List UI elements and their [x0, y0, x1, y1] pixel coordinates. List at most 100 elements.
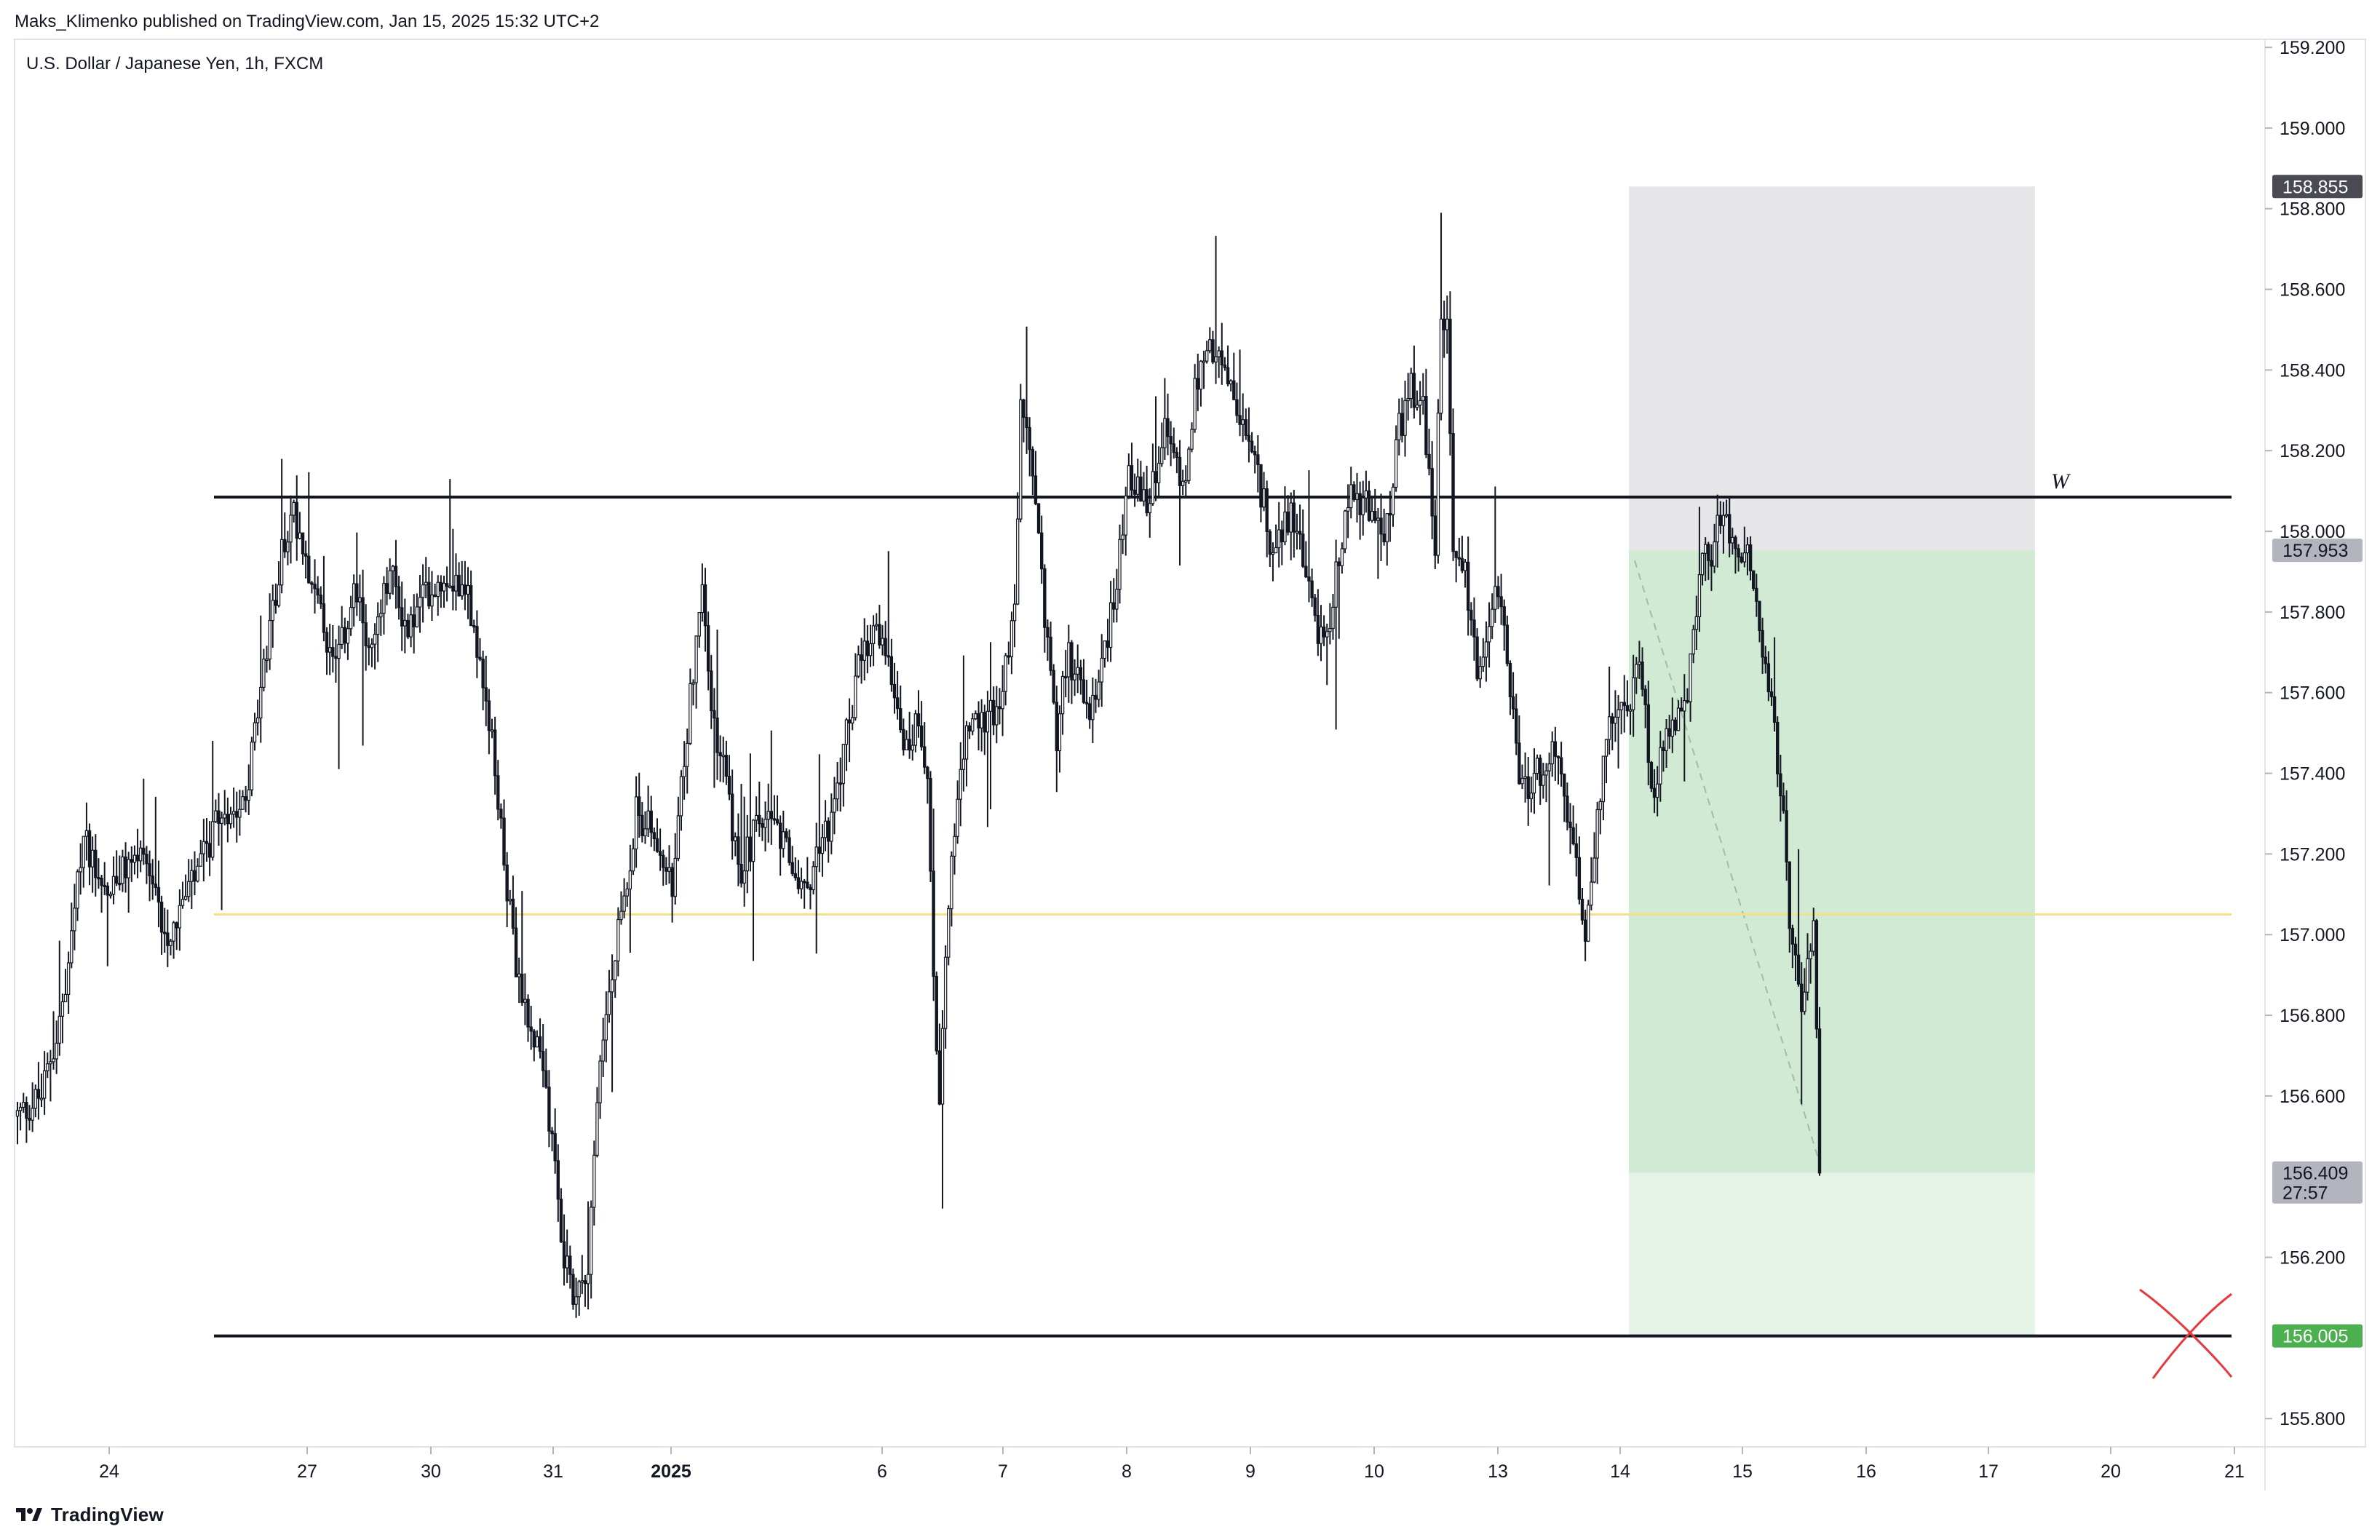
candle — [94, 834, 98, 897]
candle — [769, 730, 773, 845]
candle — [943, 945, 948, 1049]
candle — [1526, 757, 1530, 826]
candle — [1619, 702, 1623, 734]
candle — [1631, 654, 1635, 737]
candle — [25, 1096, 28, 1143]
candle — [1487, 602, 1491, 668]
candle — [1012, 584, 1017, 648]
candle — [553, 1108, 557, 1174]
candle — [391, 565, 395, 595]
y-tick-label: 158.200 — [2280, 441, 2345, 461]
candle — [676, 796, 681, 862]
candle — [823, 800, 828, 852]
candle — [307, 472, 311, 584]
candle — [1806, 933, 1809, 1001]
candle — [568, 1245, 572, 1289]
candle — [469, 570, 473, 627]
candle — [1761, 617, 1764, 674]
candle — [995, 686, 999, 744]
candle — [421, 564, 425, 623]
candle — [565, 1229, 569, 1283]
candle — [691, 679, 695, 706]
x-tick-label: 27 — [297, 1461, 317, 1482]
candle — [514, 907, 518, 977]
candle — [812, 861, 815, 894]
remaining-target-zone — [1629, 1172, 2035, 1336]
candle — [183, 874, 188, 901]
candle — [148, 850, 151, 902]
candle — [550, 1127, 554, 1151]
candle — [1091, 677, 1095, 744]
candle — [854, 653, 857, 721]
candle — [424, 557, 428, 599]
candle — [1553, 726, 1558, 781]
candle — [929, 771, 932, 883]
candle — [250, 737, 254, 797]
candle — [778, 815, 782, 876]
candle — [1007, 641, 1010, 665]
candle — [15, 1102, 20, 1145]
candle — [1289, 492, 1293, 560]
price-axis[interactable]: 159.200 159.000 158.800 158.600 158.400 158.2… — [2265, 38, 2345, 1429]
candle — [352, 574, 356, 627]
candle — [289, 495, 293, 564]
candle — [1157, 446, 1161, 497]
x-tick-label: 20 — [2101, 1461, 2121, 1482]
candle — [814, 822, 818, 954]
candle — [484, 655, 488, 726]
candle — [190, 859, 194, 909]
candle — [1617, 694, 1620, 769]
candle — [1397, 398, 1401, 456]
candle — [703, 568, 707, 652]
stop-loss-zone[interactable] — [1629, 186, 2035, 551]
x-tick-label: 17 — [1978, 1461, 1999, 1482]
candle — [262, 648, 266, 691]
candle — [1340, 542, 1344, 574]
candle — [1683, 674, 1686, 782]
candle — [1034, 451, 1038, 506]
candle — [1601, 755, 1606, 821]
candle — [652, 827, 657, 852]
candle — [1082, 659, 1086, 704]
x-tick-label: 31 — [543, 1461, 563, 1482]
candle — [313, 559, 317, 614]
candle — [1115, 568, 1119, 623]
y-tick-label: 159.200 — [2280, 38, 2345, 58]
candle — [205, 818, 209, 862]
candle — [1667, 715, 1671, 749]
candle — [589, 1200, 593, 1299]
candle — [758, 782, 761, 837]
candle — [132, 845, 137, 875]
candle — [1439, 213, 1443, 421]
candle — [1310, 568, 1314, 607]
candle — [106, 882, 109, 967]
candle — [905, 730, 908, 750]
candle — [1127, 453, 1131, 499]
candle — [809, 884, 812, 910]
resistance-label-w: W — [2051, 469, 2071, 493]
candle — [953, 823, 956, 875]
tradingview-logo[interactable]: TradingView — [15, 1502, 164, 1527]
candle — [220, 811, 223, 910]
candle — [1286, 495, 1290, 536]
candle — [643, 811, 647, 844]
candle — [127, 852, 130, 913]
candle — [559, 1188, 563, 1243]
candle — [1346, 484, 1350, 539]
take-profit-zone[interactable] — [1629, 550, 2035, 1173]
candle — [1622, 675, 1626, 733]
candle — [226, 797, 230, 843]
candle — [298, 512, 302, 540]
candle — [614, 960, 617, 998]
candle — [238, 790, 242, 836]
candle — [118, 855, 122, 891]
candle — [217, 793, 221, 846]
time-axis[interactable]: 24 27 30 31 2025 6 7 8 9 10 13 14 15 16 17 20 21 — [99, 1447, 2245, 1482]
candle — [340, 606, 344, 649]
candle — [207, 821, 212, 876]
candle — [286, 531, 290, 565]
candle — [706, 611, 710, 691]
candle — [1515, 694, 1518, 755]
candle — [983, 704, 986, 755]
